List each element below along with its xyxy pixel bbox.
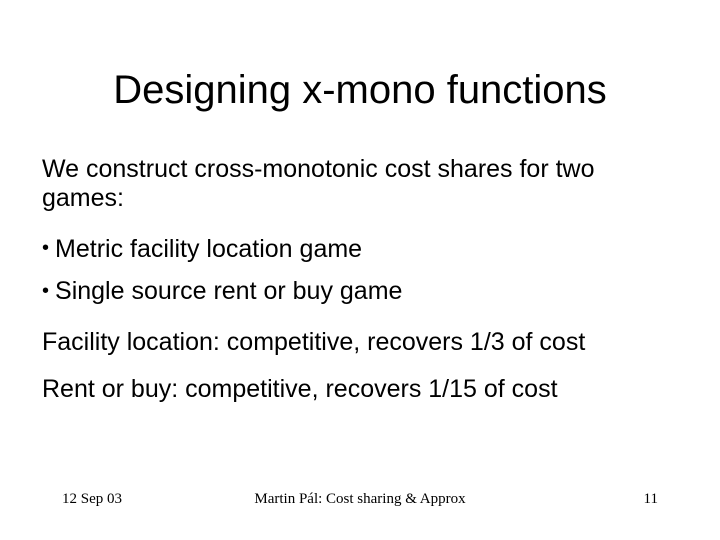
bullet-text: Single source rent or buy game [55,277,402,305]
footer-page-number: 11 [644,491,658,508]
body-line: Rent or buy: competitive, recovers 1/15 … [42,375,678,404]
bullet-text: Metric facility location game [55,235,362,263]
intro-text: We construct cross-monotonic cost shares… [42,155,678,213]
bullet-icon: • [42,238,49,258]
bullet-item: • Single source rent or buy game [42,277,678,306]
body-line: Facility location: competitive, recovers… [42,328,678,357]
footer-center: Martin Pál: Cost sharing & Approx [0,491,720,508]
bullet-item: • Metric facility location game [42,235,678,264]
slide-body: We construct cross-monotonic cost shares… [42,155,678,422]
bullet-icon: • [42,281,49,301]
slide: Designing x-mono functions We construct … [0,0,720,540]
slide-title: Designing x-mono functions [0,68,720,113]
